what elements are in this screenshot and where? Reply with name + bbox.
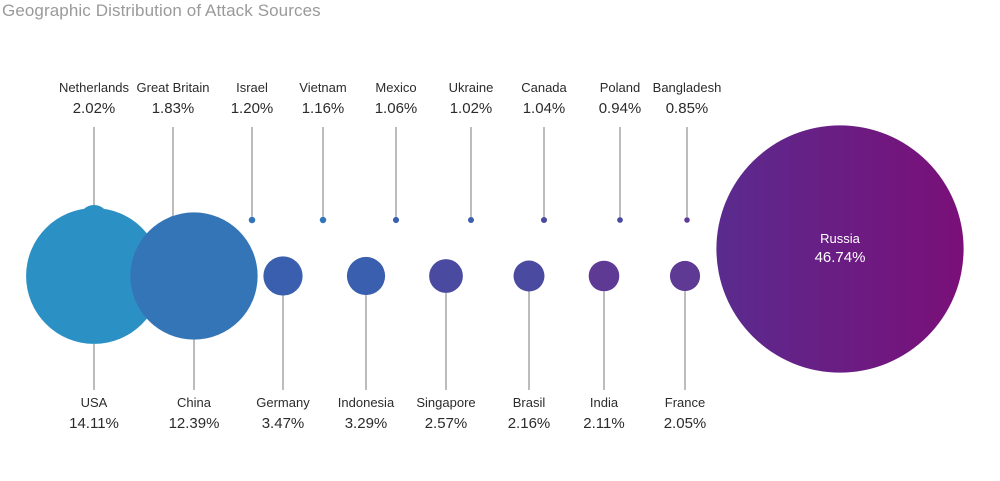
value-label-indonesia: 3.29% xyxy=(345,415,388,432)
country-label-ukraine: Ukraine xyxy=(449,80,494,95)
country-label-brasil: Brasil xyxy=(513,395,546,410)
country-label-bangladesh: Bangladesh xyxy=(653,80,722,95)
value-label-mexico: 1.06% xyxy=(375,100,418,117)
bubble-vietnam xyxy=(319,216,327,224)
value-label-canada: 1.04% xyxy=(523,100,566,117)
country-label-russia: Russia xyxy=(820,231,861,246)
bubble-israel xyxy=(248,216,256,224)
bubble-ukraine xyxy=(467,216,475,224)
bubble-russia xyxy=(716,125,964,373)
chart-title: Geographic Distribution of Attack Source… xyxy=(2,1,321,20)
country-label-usa: USA xyxy=(81,395,108,410)
country-label-poland: Poland xyxy=(600,80,640,95)
value-label-bangladesh: 0.85% xyxy=(666,100,709,117)
bubble-brasil xyxy=(513,260,545,292)
country-label-germany: Germany xyxy=(256,395,310,410)
value-label-ukraine: 1.02% xyxy=(450,100,493,117)
value-label-vietnam: 1.16% xyxy=(302,100,345,117)
country-label-vietnam: Vietnam xyxy=(299,80,346,95)
value-label-brasil: 2.16% xyxy=(508,415,551,432)
country-label-india: India xyxy=(590,395,619,410)
bubble-poland xyxy=(617,217,623,223)
bubble-singapore xyxy=(429,259,463,293)
value-label-germany: 3.47% xyxy=(262,415,305,432)
bubble-china xyxy=(130,212,258,340)
value-label-russia: 46.74% xyxy=(815,249,866,266)
bubble-indonesia xyxy=(346,256,386,296)
bubble-mexico xyxy=(392,216,400,224)
value-label-france: 2.05% xyxy=(664,415,707,432)
value-label-india: 2.11% xyxy=(583,415,624,432)
value-label-israel: 1.20% xyxy=(231,100,274,117)
value-label-poland: 0.94% xyxy=(599,100,642,117)
value-label-great-britain: 1.83% xyxy=(152,100,195,117)
country-label-indonesia: Indonesia xyxy=(338,395,395,410)
bubble-bangladesh xyxy=(684,217,690,223)
country-label-israel: Israel xyxy=(236,80,268,95)
bubble-germany xyxy=(263,256,303,296)
country-label-great-britain: Great Britain xyxy=(137,80,210,95)
value-label-singapore: 2.57% xyxy=(425,415,468,432)
value-label-china: 12.39% xyxy=(169,415,220,432)
bubble-usa xyxy=(26,208,162,344)
country-label-china: China xyxy=(177,395,212,410)
bubble-canada xyxy=(540,216,548,224)
country-label-canada: Canada xyxy=(521,80,567,95)
bubble-france xyxy=(669,260,701,292)
value-label-usa: 14.11% xyxy=(69,415,119,432)
country-label-singapore: Singapore xyxy=(416,395,475,410)
country-label-mexico: Mexico xyxy=(375,80,416,95)
bubble-india xyxy=(588,260,620,292)
value-label-netherlands: 2.02% xyxy=(73,100,116,117)
country-label-netherlands: Netherlands xyxy=(59,80,130,95)
country-label-france: France xyxy=(665,395,705,410)
